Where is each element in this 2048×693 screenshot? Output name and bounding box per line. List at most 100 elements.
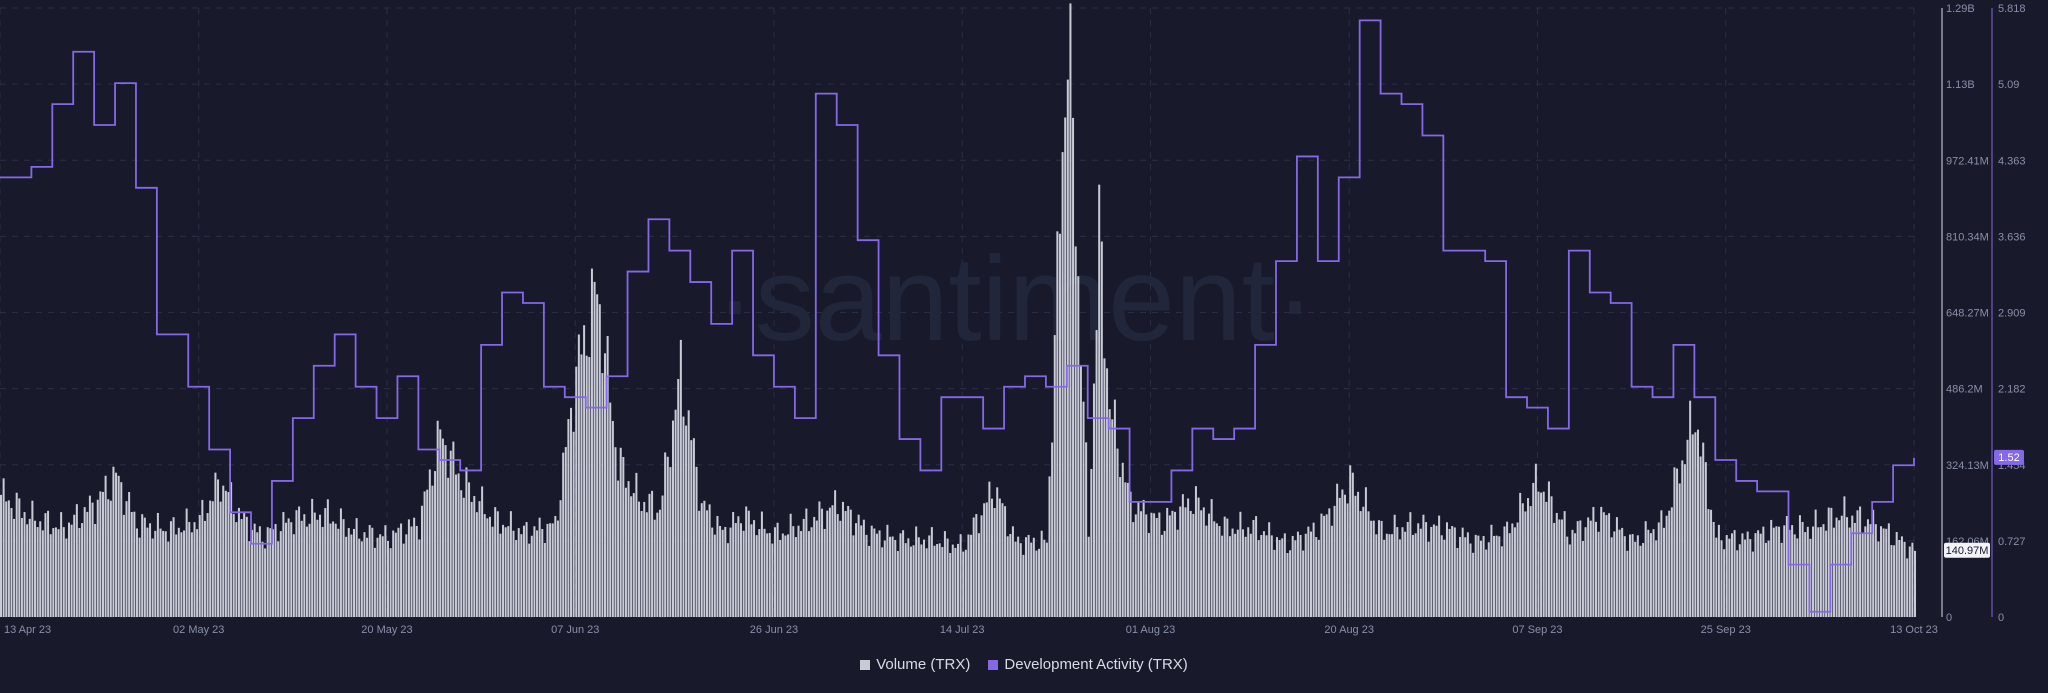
- volume-bar: [1213, 521, 1216, 617]
- volume-bar: [167, 541, 170, 617]
- volume-bar: [1176, 529, 1179, 617]
- volume-bar: [1451, 526, 1454, 617]
- volume-bar: [800, 531, 803, 617]
- volume-bar: [742, 530, 745, 617]
- volume-bar: [115, 472, 118, 617]
- volume-bar: [1265, 535, 1268, 617]
- volume-bar: [679, 339, 682, 617]
- volume-bar: [1323, 515, 1326, 617]
- volume-bar: [1194, 486, 1197, 617]
- volume-bar: [222, 485, 225, 617]
- volume-bar: [159, 528, 162, 617]
- volume-bar: [379, 534, 382, 617]
- volume-bar: [815, 520, 818, 617]
- volume-bar: [533, 526, 536, 617]
- volume-bar: [797, 525, 800, 617]
- volume-bar: [698, 510, 701, 617]
- volume-bar: [1553, 522, 1556, 617]
- volume-bar: [120, 482, 123, 617]
- volume-bar: [266, 527, 269, 617]
- volume-bar: [936, 544, 939, 617]
- volume-bar: [1827, 507, 1830, 617]
- volume-bar: [1438, 515, 1441, 617]
- volume-bar: [308, 523, 311, 617]
- volume-bar: [88, 495, 91, 617]
- volume-bar: [502, 524, 505, 617]
- volume-bar: [975, 514, 978, 617]
- volume-bar: [1882, 528, 1885, 617]
- volume-bar: [554, 515, 557, 617]
- legend-item-dev-activity[interactable]: Development Activity (TRX): [988, 656, 1188, 673]
- volume-bar: [889, 536, 892, 617]
- volume-bar: [371, 527, 374, 617]
- volume-bar: [1160, 534, 1163, 617]
- volume-bar: [857, 514, 860, 617]
- volume-bar: [614, 447, 617, 617]
- volume-bar: [1720, 540, 1723, 617]
- volume-bar: [1513, 527, 1516, 617]
- volume-bar: [269, 528, 272, 617]
- volume-bar: [342, 519, 345, 617]
- volume-bar: [1608, 513, 1611, 617]
- volume-bar: [1166, 507, 1169, 617]
- volume-bar: [1032, 537, 1035, 617]
- volume-bar: [687, 410, 690, 617]
- volume-bar: [1338, 497, 1341, 617]
- volume-bar: [1736, 550, 1739, 617]
- volume-bar: [745, 506, 748, 617]
- volume-bar: [1242, 529, 1245, 617]
- volume-bar: [1749, 539, 1752, 617]
- volume-bar: [481, 486, 484, 617]
- volume-bar: [1694, 432, 1697, 617]
- volume-bar: [1249, 533, 1252, 617]
- volume-bar: [883, 540, 886, 617]
- volume-bar: [1435, 525, 1438, 617]
- legend-item-volume[interactable]: Volume (TRX): [860, 656, 970, 673]
- volume-bar: [1634, 541, 1637, 617]
- volume-bar: [541, 528, 544, 617]
- volume-bar: [1370, 520, 1373, 617]
- volume-bar: [1022, 554, 1025, 617]
- volume-bar: [1357, 491, 1360, 617]
- volume-bar: [363, 532, 366, 617]
- volume-bar: [690, 440, 693, 617]
- volume-bar: [828, 507, 831, 617]
- volume-bar: [444, 445, 447, 617]
- legend-label-volume: Volume (TRX): [876, 656, 971, 673]
- volume-bar: [141, 514, 144, 617]
- volume-bar: [332, 521, 335, 617]
- volume-bar: [13, 518, 16, 617]
- volume-bar: [1866, 519, 1869, 617]
- volume-bar: [794, 537, 797, 617]
- volume-bar: [669, 467, 672, 617]
- volume-bar: [645, 512, 648, 617]
- volume-bar: [149, 523, 152, 617]
- volume-bar: [844, 510, 847, 617]
- volume-bar: [946, 538, 949, 617]
- volume-bar: [1498, 536, 1501, 617]
- volume-bar: [1537, 491, 1540, 617]
- volume-bar: [1751, 551, 1754, 617]
- volume-tick-label: 0: [1946, 612, 1952, 624]
- volume-bar: [1432, 524, 1435, 617]
- volume-bar: [716, 516, 719, 617]
- volume-bar: [954, 547, 957, 617]
- volume-bar: [287, 518, 290, 617]
- volume-tick-label: 1.29B: [1946, 3, 1975, 15]
- volume-bar: [415, 525, 418, 617]
- volume-bar: [771, 543, 774, 617]
- volume-bar: [1289, 550, 1292, 617]
- volume-bar: [1283, 533, 1286, 617]
- volume-bar: [779, 539, 782, 617]
- x-tick-label: 07 Sep 23: [1512, 624, 1562, 636]
- volume-bar: [1278, 539, 1281, 617]
- volume-bar: [235, 522, 238, 617]
- volume-bar: [1325, 514, 1328, 617]
- volume-bar: [1600, 506, 1603, 617]
- dev-activity-line: [0, 19, 1915, 613]
- volume-bar: [1804, 532, 1807, 617]
- volume-bar: [792, 526, 795, 617]
- volume-bar: [522, 525, 525, 617]
- volume-bar: [1231, 528, 1234, 617]
- volume-bar: [1132, 522, 1135, 617]
